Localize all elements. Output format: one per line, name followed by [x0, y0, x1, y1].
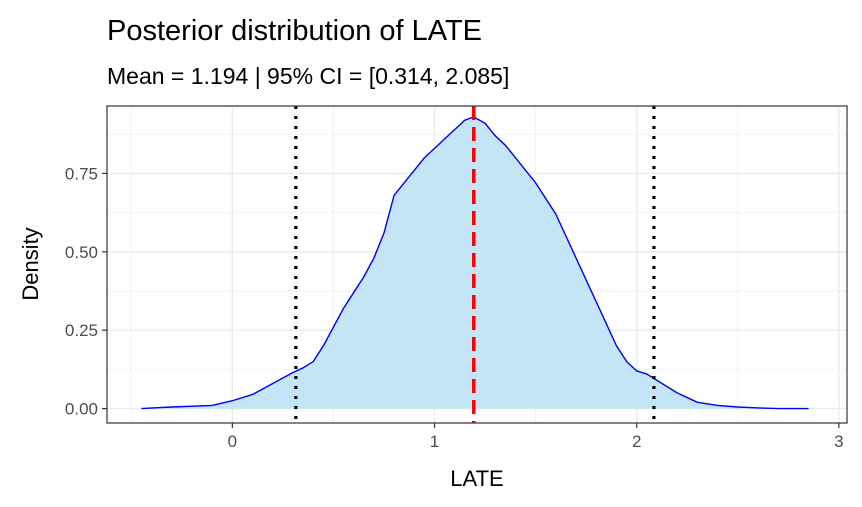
y-axis: 0.00 0.25 0.50 0.75: [65, 164, 107, 419]
y-tick-label: 0.75: [65, 164, 98, 183]
y-tick-label: 0.25: [65, 321, 98, 340]
y-tick-label: 0.50: [65, 243, 98, 262]
reference-lines: [294, 106, 656, 423]
x-axis: 0 1 2 3: [228, 423, 844, 451]
panel-border: [106, 105, 848, 424]
x-tick-label: 2: [632, 432, 641, 451]
chart-title: Posterior distribution of LATE: [107, 15, 482, 47]
y-tick-label: 0.00: [65, 400, 98, 419]
plot-panel: [106, 105, 848, 424]
x-tick-label: 3: [834, 432, 843, 451]
x-tick-label: 0: [228, 432, 237, 451]
chart-subtitle: Mean = 1.194 | 95% CI = [0.314, 2.085]: [107, 63, 509, 89]
y-axis-title: Density: [18, 227, 43, 300]
x-axis-title: LATE: [450, 466, 503, 491]
x-tick-label: 1: [430, 432, 439, 451]
